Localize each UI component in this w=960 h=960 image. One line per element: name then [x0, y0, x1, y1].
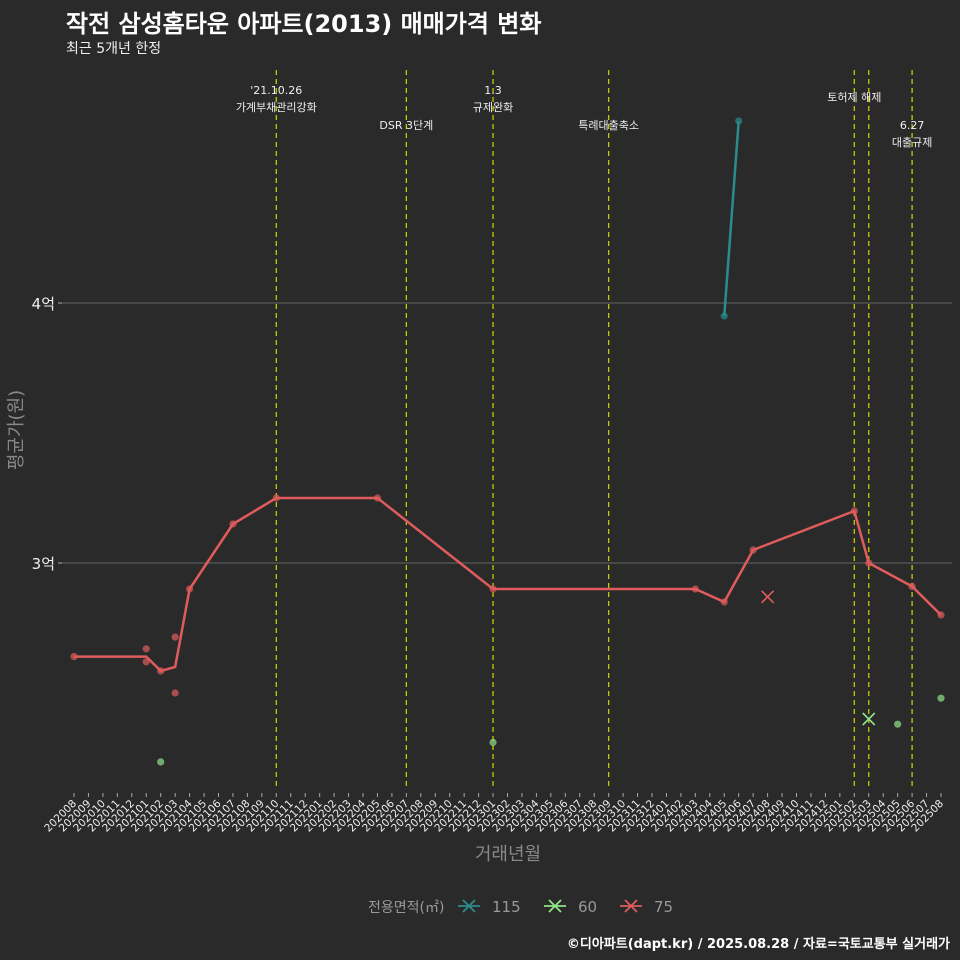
data-point-75: [937, 611, 945, 619]
x-axis-label: 거래년월: [475, 844, 541, 865]
cross-marker-75: [761, 590, 775, 604]
event-label: 대출규제: [892, 136, 932, 149]
data-point-75: [142, 658, 150, 666]
data-point-75: [749, 546, 757, 554]
cross-marker-60: [862, 712, 876, 726]
y-tick-label: 3억: [32, 555, 55, 573]
data-point-75: [171, 633, 179, 641]
legend-label-115: 115: [492, 898, 521, 916]
legend-key-115: [458, 899, 480, 913]
data-point-75: [489, 585, 497, 593]
event-label: 6.27: [900, 119, 925, 132]
data-point-115: [735, 117, 743, 125]
data-point-75: [229, 520, 237, 528]
data-point-75: [186, 585, 194, 593]
legend-key-60: [544, 899, 566, 913]
event-label: 특례대출축소: [578, 119, 639, 132]
data-point-75: [908, 582, 916, 591]
data-point-75: [70, 653, 78, 661]
data-point-75: [157, 667, 165, 675]
chart-subtitle: 최근 5개년 한정: [66, 41, 162, 57]
event-label: DSR 3단계: [379, 119, 433, 132]
data-point-60: [489, 738, 497, 747]
data-point-60: [157, 758, 165, 766]
event-label: 가계부채관리강화: [236, 101, 317, 114]
series-line-75: [74, 496, 942, 673]
legend-label-75: 75: [654, 898, 673, 916]
data-point-75: [171, 689, 179, 697]
legend-title: 전용면적(㎡): [368, 900, 444, 916]
data-point-75: [865, 559, 873, 567]
series-line-115: [723, 120, 740, 317]
y-axis-label: 평균가(원): [6, 390, 27, 470]
data-point-75: [142, 645, 150, 653]
data-point-115: [720, 312, 728, 320]
source-caption: ©디아파트(dapt.kr) / 2025.08.28 / 자료=국토교통부 실…: [566, 937, 950, 952]
data-point-75: [373, 494, 382, 502]
data-point-60: [937, 694, 945, 702]
data-point-75: [272, 494, 280, 502]
data-point-75: [720, 598, 728, 606]
data-point-60: [894, 720, 902, 728]
chart-title: 작전 삼성홈타운 아파트(2013) 매매가격 변화: [66, 10, 542, 38]
legend-label-60: 60: [578, 898, 597, 916]
event-label: 규제완화: [473, 101, 513, 114]
legend-key-75: [620, 899, 642, 913]
data-point-75: [850, 507, 858, 515]
event-label: 1.3: [484, 84, 502, 97]
y-tick-label: 4억: [32, 295, 55, 313]
data-point-75: [691, 585, 699, 593]
event-label: 토허제 해제: [827, 90, 881, 104]
event-label: '21.10.26: [250, 84, 302, 97]
